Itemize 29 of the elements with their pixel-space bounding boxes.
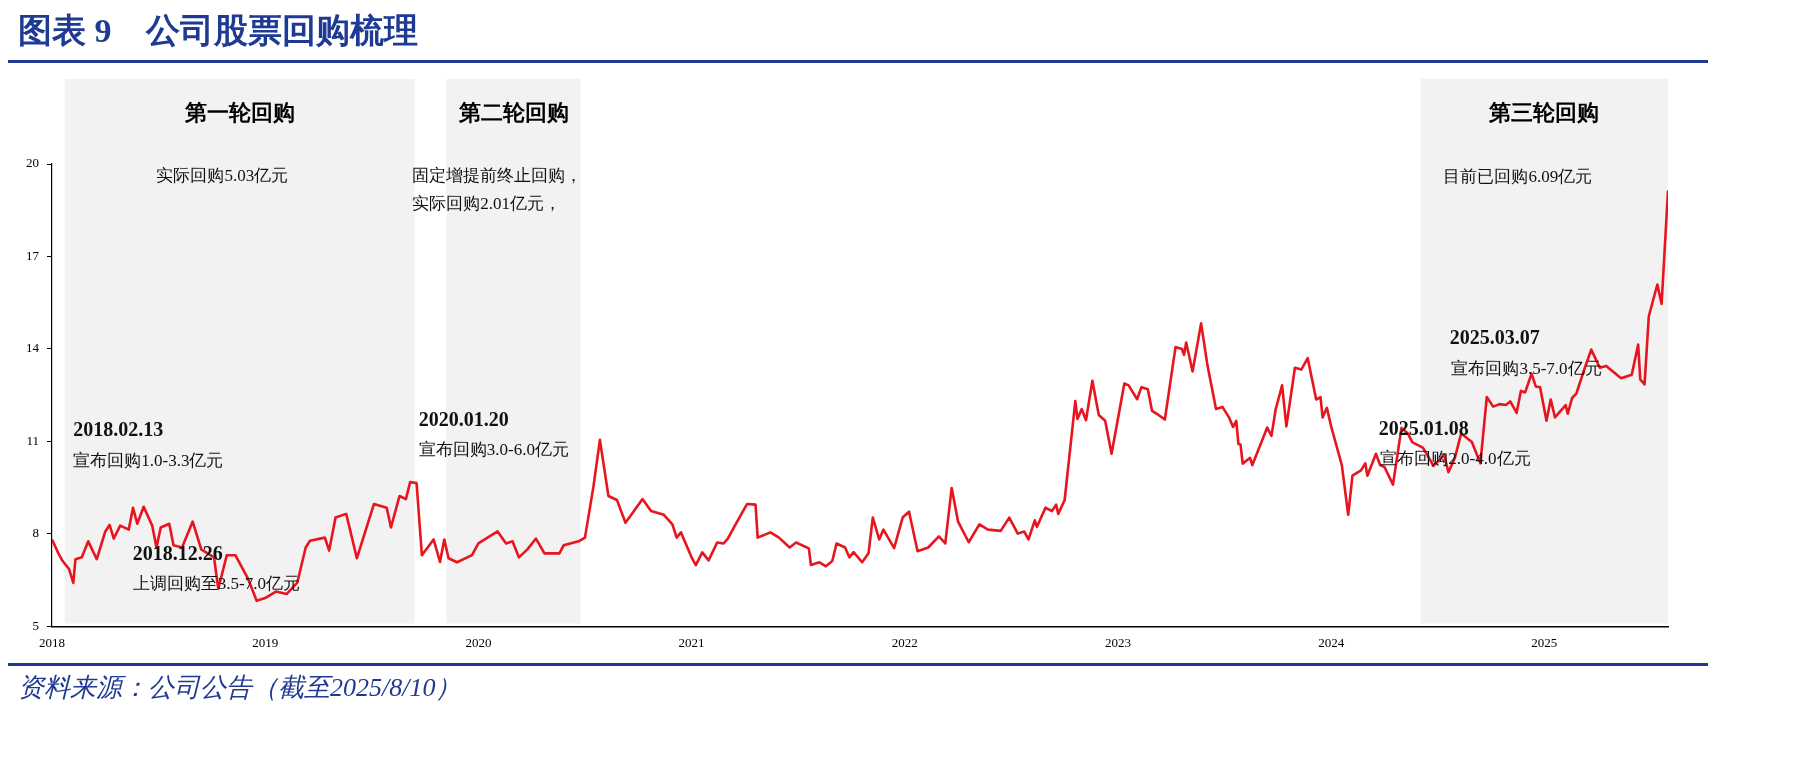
annotation: 实际回购2.01亿元， [412, 194, 562, 214]
band-label: 第二轮回购 [457, 99, 569, 125]
band-label: 第一轮回购 [183, 99, 295, 125]
y-tick-label: 20 [26, 155, 39, 171]
annotation: 2025.01.08 [1378, 417, 1469, 440]
chart-title: 图表 9 公司股票回购梳理 [8, 8, 1708, 63]
x-tick-label: 2024 [1318, 634, 1345, 650]
text: 资料来源：公司公告（截至2025/8/10） [8, 666, 1708, 705]
x-tick-label: 2021 [678, 634, 705, 650]
annotation: 固定增提前终止回购， [412, 166, 583, 186]
annotation: 宣布回购3.0-6.0亿元 [418, 439, 569, 459]
x-tick-label: 2022 [891, 634, 918, 650]
band-label: 第三轮回购 [1488, 99, 1600, 125]
annotation: 2025.03.07 [1449, 326, 1540, 349]
annotation: 实际回购5.03亿元 [156, 166, 289, 186]
y-tick-label: 11 [26, 432, 39, 448]
annotation: 宣布回购1.0-3.3亿元 [73, 450, 224, 470]
y-tick-label: 14 [26, 340, 40, 356]
x-tick-label: 2020 [465, 634, 492, 650]
y-tick-label: 5 [32, 617, 39, 633]
x-tick-label: 2019 [252, 634, 279, 650]
annotation: 目前已回购6.09亿元 [1443, 166, 1593, 186]
x-tick-label: 2025 [1531, 634, 1558, 650]
annotation: 2020.01.20 [418, 407, 509, 430]
x-tick-label: 2023 [1104, 634, 1131, 650]
annotation: 2018.02.13 [73, 417, 164, 440]
y-tick-label: 8 [32, 525, 39, 541]
x-tick-label: 2018 [39, 634, 65, 650]
y-tick-label: 17 [26, 247, 40, 263]
